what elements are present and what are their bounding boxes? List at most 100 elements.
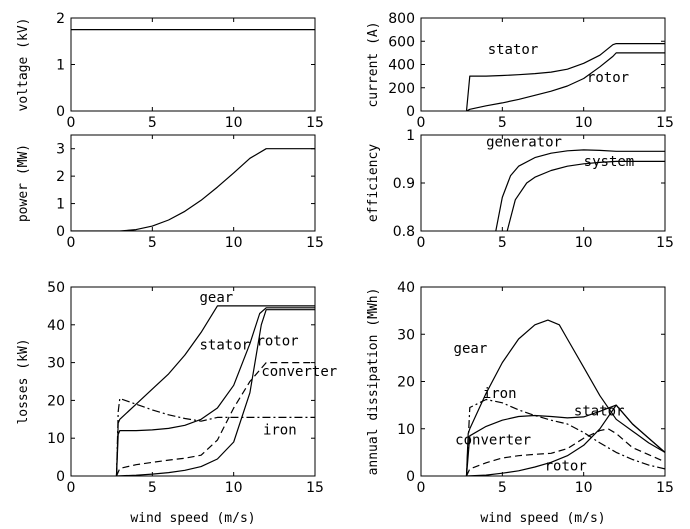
y-tick-label: 0	[56, 104, 65, 120]
series-group	[465, 319, 665, 476]
y-tick-label: 20	[47, 393, 65, 409]
y-tick-label: 0	[56, 224, 65, 240]
series-line-stator	[465, 42, 665, 111]
series-line-generator	[495, 149, 665, 231]
series-line-system	[506, 160, 665, 231]
annotation-converter: converter	[261, 364, 337, 380]
plot-frame	[70, 134, 316, 232]
x-tick-label: 15	[306, 235, 324, 251]
panel-current-a: 0 5 10 15 0 200 400 600 800 current (A) stator roto…	[366, 11, 674, 131]
annotation-converter: converter	[455, 432, 531, 448]
series-line-0	[71, 148, 315, 231]
y-tick-label: 40	[397, 280, 415, 296]
y-axis-label: annual dissipation (MWh)	[366, 288, 381, 476]
x-tick-label: 15	[306, 480, 324, 496]
x-tick-label: 0	[417, 115, 426, 131]
x-tick-label: 5	[498, 480, 507, 496]
annotation-iron: iron	[263, 422, 297, 438]
y-axis-label: losses (kW)	[16, 338, 31, 424]
y-axis-label: voltage (kV)	[16, 18, 31, 112]
x-tick-label: 10	[575, 235, 593, 251]
x-tick-label: 10	[575, 480, 593, 496]
plot-frame	[420, 17, 666, 112]
y-axis-label: efficiency	[366, 144, 381, 222]
panel-efficiency: 0 5 10 15 0.8 0.9 1 efficiency generator system	[366, 128, 674, 251]
x-tick-label: 15	[656, 480, 674, 496]
series-line-converter	[465, 428, 665, 476]
y-tick-label: 2	[56, 169, 65, 185]
y-tick-label: 3	[56, 142, 65, 158]
annotation-gear: gear	[200, 290, 234, 306]
series-line-rotor	[466, 52, 665, 111]
series-line-converter	[115, 362, 315, 476]
y-tick-label: 0.9	[393, 176, 415, 192]
annotation-generator: generator	[486, 135, 562, 151]
annotation-stator: stator	[488, 42, 539, 58]
series-line-gear	[465, 319, 665, 476]
series-group	[71, 148, 315, 231]
y-tick-label: 0	[56, 469, 65, 485]
x-tick-label: 15	[656, 115, 674, 131]
y-tick-label: 0	[406, 104, 415, 120]
y-tick-label: 0.8	[393, 224, 415, 240]
series-line-iron	[465, 398, 665, 476]
series-line-gear	[115, 305, 315, 476]
x-tick-label: 5	[498, 115, 507, 131]
y-tick-label: 800	[388, 11, 415, 27]
series-group	[465, 42, 665, 111]
series-line-rotor	[466, 404, 665, 476]
y-tick-label: 600	[388, 34, 415, 50]
x-axis-label: wind speed (m/s)	[480, 511, 605, 526]
x-tick-label: 10	[225, 115, 243, 131]
annotation-rotor: rotor	[587, 70, 629, 86]
y-axis-label: power (MW)	[16, 144, 31, 222]
x-tick-label: 10	[225, 235, 243, 251]
plot-frame	[70, 286, 316, 477]
panel-voltage-kv: 0 5 10 15 0 1 2 voltage (kV)	[16, 11, 324, 131]
x-tick-label: 5	[148, 480, 157, 496]
y-tick-label: 2	[56, 11, 65, 27]
x-tick-label: 0	[417, 480, 426, 496]
panel-losses-kw: 0 5 10 15 0 10 20 30 40 50 losses (kW) wind speed (…	[16, 280, 337, 526]
x-tick-label: 0	[67, 235, 76, 251]
y-tick-label: 1	[406, 128, 415, 144]
y-tick-label: 0	[406, 469, 415, 485]
x-tick-label: 10	[575, 115, 593, 131]
plot-frame	[70, 17, 316, 112]
x-tick-label: 0	[67, 480, 76, 496]
annotation-iron: iron	[483, 386, 517, 402]
y-tick-label: 10	[397, 422, 415, 438]
annotation-system: system	[584, 154, 635, 170]
annotation-gear: gear	[454, 341, 488, 357]
panel-annual-dissipation-mwh: 0 5 10 15 0 10 20 30 40 annual dissipation (MWh) w…	[366, 280, 674, 526]
x-tick-label: 5	[148, 115, 157, 131]
panel-power-mw: 0 5 10 15 0 1 2 3 power (MW)	[16, 134, 324, 251]
y-tick-label: 30	[397, 327, 415, 343]
series-group	[115, 305, 315, 476]
annotation-rotor: rotor	[256, 334, 298, 350]
series-line-iron	[115, 397, 315, 476]
y-tick-label: 30	[47, 356, 65, 372]
x-tick-label: 0	[417, 235, 426, 251]
series-line-rotor	[116, 309, 315, 476]
annotation-stator: stator	[574, 404, 625, 420]
series-line-stator	[115, 307, 315, 476]
x-tick-label: 5	[498, 235, 507, 251]
y-tick-label: 200	[388, 81, 415, 97]
x-tick-label: 0	[67, 115, 76, 131]
series-group	[495, 149, 665, 231]
x-tick-label: 15	[656, 235, 674, 251]
annotation-stator: stator	[200, 337, 251, 353]
y-tick-label: 400	[388, 58, 415, 74]
y-axis-label: current (A)	[366, 21, 381, 107]
y-tick-label: 20	[397, 375, 415, 391]
x-tick-label: 10	[225, 480, 243, 496]
y-tick-label: 1	[56, 58, 65, 74]
x-tick-label: 5	[148, 235, 157, 251]
y-tick-label: 40	[47, 318, 65, 334]
x-axis-label: wind speed (m/s)	[130, 511, 255, 526]
x-tick-label: 15	[306, 115, 324, 131]
y-tick-label: 50	[47, 280, 65, 296]
y-tick-label: 1	[56, 197, 65, 213]
